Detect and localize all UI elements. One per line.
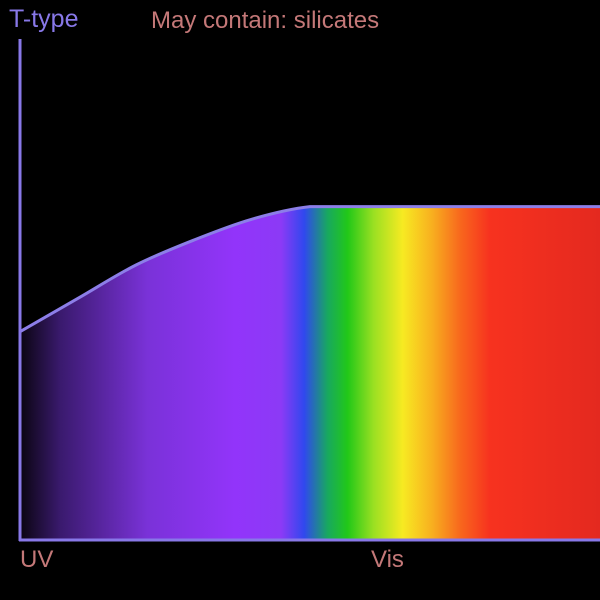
x-tick-label-vis: Vis [371, 546, 404, 573]
spectrum-area-fill [20, 206, 600, 541]
chart-subtitle: May contain: silicates [151, 7, 380, 34]
reflectance-curve [19, 205, 600, 333]
chart-title: T-type [9, 5, 79, 33]
x-tick-label-uv: UV [20, 546, 54, 573]
